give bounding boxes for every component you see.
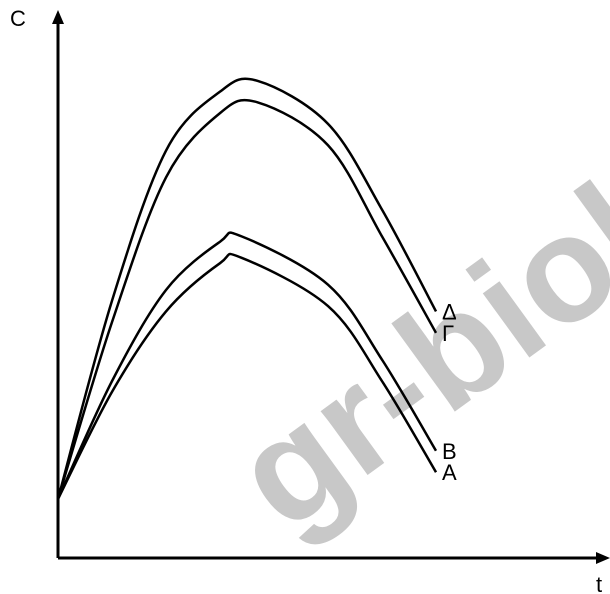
x-axis-arrow-icon (596, 552, 610, 564)
series-line-2 (56, 231, 438, 500)
watermark-text: gr-biolo (205, 97, 610, 561)
y-axis-arrow-icon (52, 10, 64, 24)
x-axis-label: t (596, 572, 602, 594)
series-line-1 (56, 98, 438, 500)
series-line-3 (56, 252, 438, 500)
series-labels: ΔΓ BA (442, 299, 457, 485)
series-line-0 (56, 77, 438, 500)
series-group (56, 77, 438, 500)
series-label-0: Δ (442, 299, 457, 324)
y-axis-label: C (10, 6, 26, 31)
series-label-3: A (442, 460, 457, 485)
series-label-2: B (442, 439, 457, 464)
axes (52, 10, 610, 564)
series-label-1: Γ (442, 321, 454, 346)
